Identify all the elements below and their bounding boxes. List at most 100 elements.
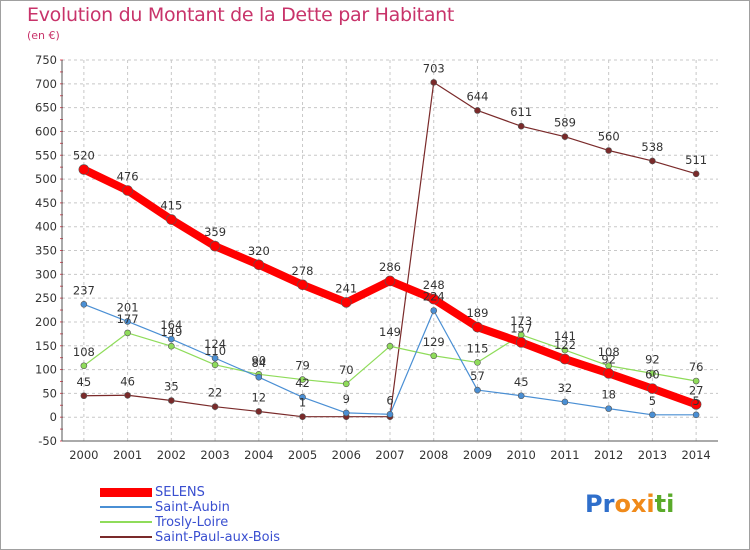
y-tick-label: 650	[35, 101, 57, 115]
data-label-saint-aubin: 45	[514, 375, 529, 389]
data-label-saint-paul-aux-bois: 45	[77, 375, 92, 389]
y-tick-label: 750	[35, 53, 57, 67]
y-tick-label: 700	[35, 77, 57, 91]
data-label-saint-aubin: 5	[692, 394, 699, 408]
data-label-saint-paul-aux-bois: 538	[641, 140, 663, 154]
x-tick-label: 2002	[157, 448, 186, 462]
data-point-selens	[122, 185, 133, 196]
logo-letter: i	[666, 490, 675, 518]
data-point-trosly-loire	[211, 361, 219, 369]
x-tick-label: 2008	[419, 448, 448, 462]
data-point-saint-aubin	[605, 405, 612, 412]
x-tick-label: 2012	[594, 448, 623, 462]
y-tick-label: 250	[35, 291, 57, 305]
data-label-saint-aubin: 201	[117, 300, 139, 314]
data-point-selens	[384, 275, 396, 287]
x-tick-label: 2010	[507, 448, 536, 462]
data-label-selens: 359	[204, 225, 226, 239]
data-point-trosly-loire	[168, 342, 175, 350]
data-label-trosly-loire: 108	[73, 345, 95, 359]
y-tick-label: 350	[35, 244, 57, 258]
x-tick-label: 2001	[113, 448, 142, 462]
data-label-saint-aubin: 18	[601, 388, 616, 402]
data-label-saint-aubin: 164	[160, 318, 182, 332]
data-label-saint-paul-aux-bois: 611	[510, 105, 532, 119]
data-label-saint-paul-aux-bois: 644	[466, 89, 488, 103]
data-label-saint-aubin: 42	[295, 376, 310, 390]
data-label-trosly-loire: 149	[160, 325, 182, 339]
data-point-saint-paul-aux-bois	[517, 122, 525, 130]
data-label-selens: 286	[379, 260, 401, 274]
x-tick-label: 2003	[200, 448, 229, 462]
data-label-trosly-loire: 79	[295, 359, 310, 373]
logo-letter: t	[654, 490, 667, 518]
data-point-saint-paul-aux-bois	[168, 397, 175, 404]
data-label-trosly-loire: 141	[554, 329, 576, 343]
data-point-selens	[340, 297, 352, 308]
y-tick-label: 300	[35, 267, 57, 281]
data-point-trosly-loire	[80, 362, 88, 370]
y-tick-label: 150	[35, 339, 57, 353]
data-point-trosly-loire	[474, 359, 481, 366]
legend-label-saint-paul-aux-bois: Saint-Paul-aux-Bois	[155, 530, 281, 545]
data-label-selens: 60	[645, 368, 660, 382]
data-label-saint-paul-aux-bois: 1	[299, 396, 306, 410]
data-label-saint-paul-aux-bois: 12	[251, 390, 266, 404]
data-point-saint-aubin	[561, 398, 569, 406]
data-point-selens	[472, 321, 483, 333]
data-label-selens: 157	[510, 321, 532, 335]
legend-swatch-saint-aubin	[100, 506, 152, 508]
logo-letter: x	[630, 490, 647, 518]
data-point-selens	[209, 240, 221, 252]
y-tick-label: 0	[50, 410, 57, 424]
y-tick-label: 400	[35, 220, 57, 234]
data-point-saint-aubin	[649, 411, 656, 419]
data-point-trosly-loire	[299, 376, 306, 383]
data-label-saint-aubin: 9	[343, 392, 350, 406]
data-point-saint-aubin	[299, 393, 306, 401]
x-tick-label: 2007	[375, 448, 404, 462]
y-tick-label: 600	[35, 124, 57, 138]
y-tick-label: 450	[35, 196, 57, 210]
data-label-selens: 248	[423, 278, 445, 292]
data-label-trosly-loire: 70	[339, 363, 354, 377]
y-tick-label: 100	[35, 363, 57, 377]
data-point-saint-paul-aux-bois	[430, 79, 438, 86]
x-tick-label: 2000	[69, 448, 98, 462]
data-label-trosly-loire: 108	[598, 345, 620, 359]
data-point-trosly-loire	[124, 329, 131, 337]
data-point-saint-aubin	[517, 392, 525, 400]
data-label-trosly-loire: 90	[251, 353, 266, 367]
data-label-saint-aubin: 124	[204, 337, 226, 351]
data-label-saint-paul-aux-bois: 703	[423, 61, 445, 75]
data-point-selens	[603, 368, 614, 379]
x-tick-label: 2013	[638, 448, 667, 462]
legend-label-selens: SELENS	[155, 485, 205, 500]
data-point-selens	[78, 164, 90, 175]
data-point-saint-aubin	[386, 411, 394, 418]
data-label-selens: 122	[554, 338, 576, 352]
data-label-selens: 476	[117, 169, 139, 183]
data-point-trosly-loire	[692, 377, 700, 385]
data-label-selens: 92	[601, 352, 616, 366]
data-label-saint-aubin: 84	[251, 356, 266, 370]
data-point-saint-paul-aux-bois	[474, 107, 481, 114]
data-label-saint-aubin: 224	[423, 290, 445, 304]
data-label-trosly-loire: 76	[689, 360, 704, 374]
data-point-selens	[166, 214, 177, 225]
x-tick-label: 2004	[244, 448, 273, 462]
y-tick-label: 550	[35, 148, 57, 162]
data-label-trosly-loire: 177	[117, 312, 139, 326]
data-point-trosly-loire	[430, 352, 438, 360]
data-label-selens: 278	[292, 264, 314, 278]
data-point-selens	[559, 353, 571, 365]
logo-letter: o	[614, 490, 631, 518]
data-label-saint-aubin: 6	[386, 393, 393, 407]
data-point-trosly-loire	[649, 370, 656, 377]
data-point-saint-paul-aux-bois	[605, 147, 612, 154]
data-label-saint-paul-aux-bois: 560	[598, 129, 620, 143]
data-label-selens: 415	[160, 199, 182, 213]
data-label-trosly-loire: 92	[645, 352, 660, 366]
data-point-selens	[428, 293, 440, 305]
data-label-trosly-loire: 149	[379, 325, 401, 339]
